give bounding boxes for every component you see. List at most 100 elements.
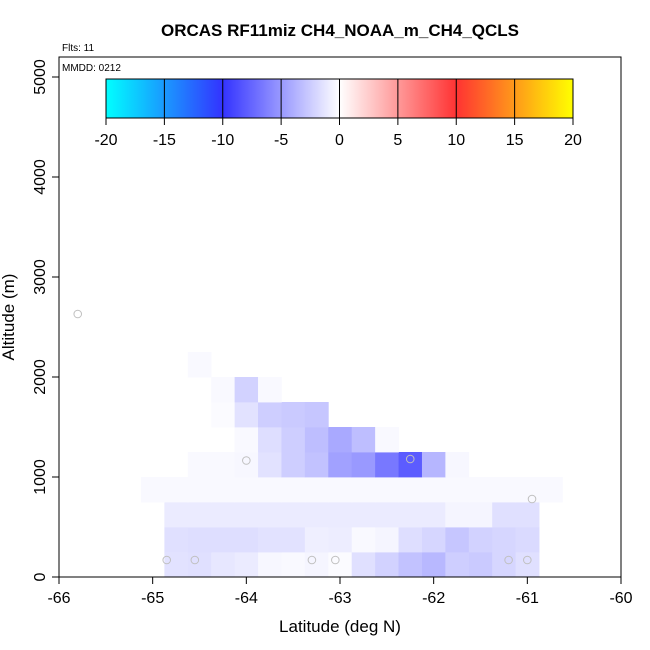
observation-point — [190, 555, 200, 565]
heatmap-cell — [211, 377, 236, 403]
heatmap-cell — [468, 552, 493, 578]
y-tick-label: 5000 — [32, 59, 49, 95]
colorbar-frame — [105, 78, 574, 119]
heatmap-cell — [304, 402, 329, 428]
heatmap-cell — [258, 477, 282, 503]
flights-annotation: Flts: 11 — [62, 43, 94, 54]
heatmap-cell — [351, 452, 376, 478]
y-tick-label: 1000 — [32, 459, 49, 495]
heatmap-cell — [375, 427, 399, 453]
chart-title: ORCAS RF11miz CH4_NOAA_m_CH4_QCLS — [161, 21, 519, 40]
heatmap-cell — [445, 452, 470, 478]
heatmap-cell — [140, 477, 165, 503]
colorbar-tick-label: 20 — [564, 132, 582, 149]
heatmap-cell — [211, 502, 236, 528]
observation-point — [73, 309, 83, 319]
heatmap-cell — [328, 427, 353, 453]
heatmap-cell — [258, 452, 282, 478]
heatmap-cell — [187, 352, 212, 378]
heatmap-cell — [492, 477, 517, 503]
heatmap-cell — [421, 452, 446, 478]
heatmap-cell — [187, 502, 212, 528]
colorbar-tick-label: 15 — [506, 132, 524, 149]
mmdd-annotation: MMDD: 0212 — [62, 63, 121, 74]
heatmap-cell — [328, 477, 353, 503]
x-axis-label: Latitude (deg N) — [279, 617, 401, 636]
heatmap-cell — [304, 427, 329, 453]
heatmap-cell — [492, 552, 517, 578]
y-tick-label: 3000 — [32, 259, 49, 295]
heatmap-cell — [328, 552, 353, 578]
heatmap-cell — [492, 527, 517, 553]
heatmap-cell — [445, 502, 470, 528]
heatmap-cell — [187, 477, 212, 503]
colorbar-tick-label: -10 — [211, 132, 234, 149]
heatmap-cell — [445, 527, 470, 553]
heatmap-cell — [421, 552, 446, 578]
colorbar-tick-label: -5 — [274, 132, 288, 149]
heatmap-cell — [234, 477, 259, 503]
heatmap-cell — [281, 452, 306, 478]
colorbar-tick-label: 5 — [393, 132, 402, 149]
heatmap-cell — [468, 477, 493, 503]
heatmap-cell — [375, 477, 399, 503]
heatmap-cell — [258, 502, 282, 528]
heatmap-cell — [351, 477, 376, 503]
observation-point — [331, 555, 340, 565]
heatmap-cell — [351, 502, 376, 528]
x-tick-label: -66 — [47, 590, 70, 607]
x-tick-label: -65 — [141, 590, 164, 607]
heatmap-cell — [211, 452, 236, 478]
heatmap-cell — [281, 502, 306, 528]
heatmap-cell — [234, 427, 259, 453]
y-axis-label: Altitude (m) — [0, 274, 18, 361]
observation-point — [242, 456, 251, 465]
x-tick-label: -64 — [235, 590, 258, 607]
heatmap-cell — [468, 502, 493, 528]
heatmap-cell — [492, 502, 517, 528]
heatmap-cell — [375, 502, 399, 528]
heatmap-cell — [304, 477, 329, 503]
heatmap-cell — [234, 552, 259, 578]
heatmap-cell — [515, 552, 540, 578]
heatmap-cell — [281, 427, 306, 453]
x-tick-label: -62 — [422, 590, 445, 607]
heatmap-cell — [445, 477, 470, 503]
heatmap-cell — [258, 552, 282, 578]
heatmap-cell — [234, 402, 259, 428]
heatmap-cell — [539, 477, 563, 503]
y-tick-label: 2000 — [32, 359, 49, 395]
heatmap-cell — [211, 402, 236, 428]
heatmap-cells — [140, 352, 563, 578]
heatmap-cell — [164, 502, 189, 528]
x-tick-label: -61 — [516, 590, 539, 607]
heatmap-cell — [375, 452, 399, 478]
heatmap-cell — [398, 552, 423, 578]
heatmap-cell — [187, 552, 212, 578]
heatmap-cell — [515, 527, 540, 553]
y-tick-label: 0 — [32, 572, 49, 581]
heatmap-cell — [468, 527, 493, 553]
heatmap-cell — [398, 502, 423, 528]
heatmap-cell — [351, 527, 376, 553]
x-tick-label: -60 — [609, 590, 632, 607]
heatmap-cell — [398, 477, 423, 503]
heatmap-cell — [304, 527, 329, 553]
heatmap-cell — [211, 527, 236, 553]
plot-area — [58, 56, 622, 578]
observation-point — [307, 555, 317, 565]
heatmap-cell — [258, 402, 282, 428]
heatmap-cell — [304, 552, 329, 578]
colorbar-ticks: -20 -15 -10 -5 0 5 10 15 20 — [94, 79, 582, 149]
heatmap-cell — [304, 452, 329, 478]
heatmap-cell — [515, 477, 540, 503]
heatmap-cell — [281, 552, 306, 578]
observation-point — [504, 555, 513, 565]
colorbar-tick-label: 10 — [447, 132, 465, 149]
heatmap-cell — [164, 552, 189, 578]
colorbar-tick-label: 0 — [335, 132, 344, 149]
y-tick-label: 4000 — [32, 159, 49, 195]
heatmap-cell — [211, 477, 236, 503]
heatmap-cell — [304, 502, 329, 528]
heatmap-cell — [328, 502, 353, 528]
